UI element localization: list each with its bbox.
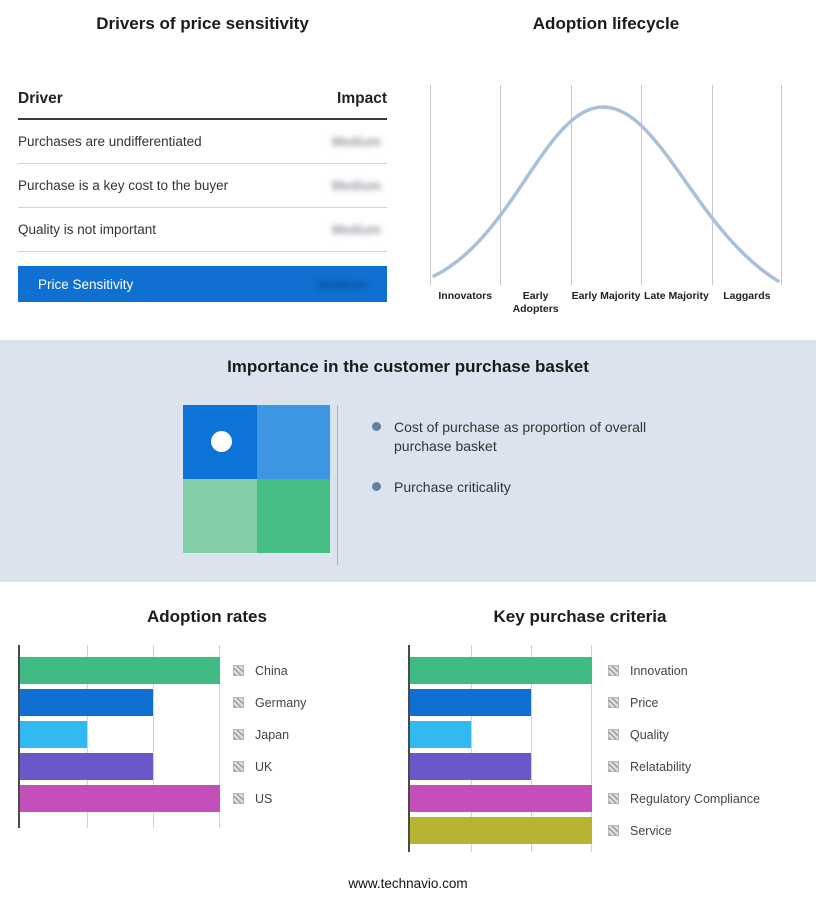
adoption-rates-chart — [18, 645, 220, 828]
chart-gridlines — [20, 645, 220, 828]
quadrant-cell — [256, 479, 330, 553]
quadrant-cell — [183, 405, 257, 479]
impact-value-redacted: Medium — [317, 276, 367, 292]
bar-germany — [20, 689, 154, 716]
lifecycle-panel: Adoption lifecycle Innovators Early Adop… — [430, 14, 782, 315]
gridline — [500, 85, 502, 285]
lifecycle-stage-label: Late Majority — [644, 290, 709, 302]
bell-curve — [432, 105, 780, 283]
legend-item: Price — [608, 689, 760, 716]
bar-japan — [20, 721, 87, 748]
legend-item: UK — [233, 753, 306, 780]
legend-hatch-icon — [233, 729, 244, 740]
legend-item: Regulatory Compliance — [608, 785, 760, 812]
adoption-rates-title: Adoption rates — [147, 607, 267, 626]
quadrant-matrix — [183, 405, 330, 553]
legend-item: US — [233, 785, 306, 812]
legend-item: Innovation — [608, 657, 760, 684]
drivers-table-header: Driver Impact — [18, 90, 387, 120]
adoption-rates-legend: China Germany Japan UK US — [233, 657, 306, 817]
bullet-item: Purchase criticality — [372, 478, 652, 497]
drivers-panel: Drivers of price sensitivity Driver Impa… — [18, 14, 387, 302]
lifecycle-stage-labels: Innovators Early Adopters Early Majority… — [430, 290, 782, 315]
basket-bullets: Cost of purchase as proportion of overal… — [372, 418, 652, 519]
quadrant-cell — [183, 479, 257, 553]
legend-hatch-icon — [608, 761, 619, 772]
driver-label: Quality is not important — [18, 222, 157, 237]
legend-hatch-icon — [233, 793, 244, 804]
impact-value-redacted: Medium — [331, 222, 381, 237]
legend-hatch-icon — [233, 665, 244, 676]
lifecycle-title: Adoption lifecycle — [532, 14, 680, 33]
lifecycle-chart — [430, 85, 782, 285]
key-purchase-criteria-title: Key purchase criteria — [493, 607, 667, 626]
bar-price — [410, 689, 532, 716]
legend-item: Japan — [233, 721, 306, 748]
legend-hatch-icon — [233, 761, 244, 772]
key-purchase-criteria-legend: Innovation Price Quality Relatability Re… — [608, 657, 760, 849]
legend-hatch-icon — [608, 729, 619, 740]
bar-relatability — [410, 753, 532, 780]
legend-label: Germany — [255, 695, 307, 710]
lifecycle-stage-label: Laggards — [723, 290, 771, 302]
legend-item: Quality — [608, 721, 760, 748]
quadrant-cell — [256, 405, 330, 479]
legend-label: US — [255, 791, 273, 806]
legend-item: Germany — [233, 689, 306, 716]
bar-quality — [410, 721, 471, 748]
gridline — [570, 85, 572, 285]
bar-us — [20, 785, 220, 812]
table-row: Quality is not important Medium — [18, 208, 387, 252]
drivers-title: Drivers of price sensitivity — [96, 14, 309, 33]
legend-hatch-icon — [608, 697, 619, 708]
bar-uk — [20, 753, 154, 780]
bullet-item: Cost of purchase as proportion of overal… — [372, 418, 652, 456]
lifecycle-stage-label: Early Majority — [571, 290, 641, 302]
legend-hatch-icon — [608, 825, 619, 836]
legend-label: Price — [630, 695, 659, 710]
bar-innovation — [410, 657, 592, 684]
legend-label: China — [255, 663, 288, 678]
bar-china — [20, 657, 220, 684]
legend-label: Innovation — [630, 663, 688, 678]
chart-gridlines — [410, 645, 592, 852]
col-driver: Driver — [18, 90, 63, 107]
legend-hatch-icon — [608, 665, 619, 676]
legend-hatch-icon — [233, 697, 244, 708]
legend-label: Quality — [630, 727, 669, 742]
legend-item: Relatability — [608, 753, 760, 780]
quadrant-axis-line — [337, 405, 338, 565]
lifecycle-stage-label: Innovators — [438, 290, 493, 302]
col-impact: Impact — [337, 90, 387, 107]
legend-item: China — [233, 657, 306, 684]
gridline — [430, 85, 431, 285]
purchase-basket-band: Importance in the customer purchase bask… — [0, 340, 816, 582]
position-dot-icon — [211, 431, 232, 452]
legend-label: Japan — [255, 727, 290, 742]
basket-title: Importance in the customer purchase bask… — [227, 357, 589, 376]
legend-hatch-icon — [608, 793, 619, 804]
table-row: Purchases are undifferentiated Medium — [18, 120, 387, 164]
price-sensitivity-summary-row: Price Sensitivity Medium — [18, 266, 387, 302]
legend-item: Service — [608, 817, 760, 844]
gridline — [641, 85, 643, 285]
legend-label: Regulatory Compliance — [630, 791, 760, 806]
lifecycle-stage-label: Early Adopters — [512, 290, 559, 315]
impact-value-redacted: Medium — [331, 134, 381, 149]
bar-regulatory-compliance — [410, 785, 592, 812]
legend-label: Relatability — [630, 759, 692, 774]
legend-label: Service — [630, 823, 672, 838]
key-purchase-criteria-chart — [408, 645, 592, 852]
website-url: www.technavio.com — [348, 876, 468, 891]
impact-value-redacted: Medium — [331, 178, 381, 193]
gridline — [781, 85, 782, 285]
driver-label: Purchases are undifferentiated — [18, 134, 202, 149]
gridline — [711, 85, 713, 285]
summary-label: Price Sensitivity — [38, 276, 134, 292]
bar-service — [410, 817, 592, 844]
driver-label: Purchase is a key cost to the buyer — [18, 178, 229, 193]
legend-label: UK — [255, 759, 273, 774]
table-row: Purchase is a key cost to the buyer Medi… — [18, 164, 387, 208]
